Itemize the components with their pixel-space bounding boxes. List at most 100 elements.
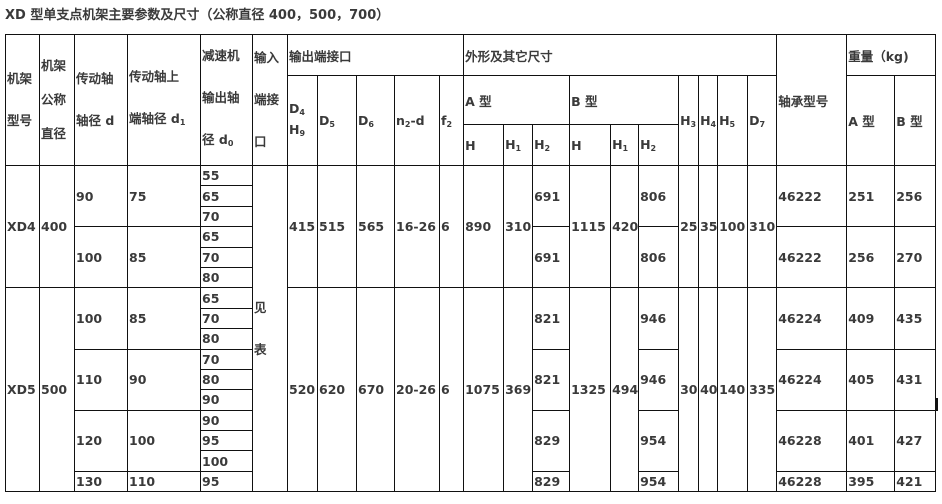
table-row: 80 [6, 368, 936, 391]
cell-weight-a: 405 [846, 348, 896, 411]
cell-d4: 520 [287, 287, 318, 493]
cell-weight-b: 435 [894, 287, 937, 350]
header-d6: D6 [356, 75, 395, 166]
cell-a_h1: 310 [503, 164, 534, 289]
cell-n2d: 16-26 [394, 164, 440, 289]
cell-a-h2: 829 [532, 409, 571, 472]
cell-n2d: 20-26 [394, 287, 440, 493]
cell-b_h: 1325 [569, 287, 612, 493]
page-title: XD 型单支点机架主要参数及尺寸（公称直径 400，500，700） [5, 8, 390, 23]
cell-reducer-d0: 80 [200, 266, 253, 289]
parameter-table: 机架 型号 机架 公称 直径 传动轴 轴径 d 传动轴上 端轴径 d1 减速机 输出轴径 d… [5, 34, 937, 493]
edge-mark [935, 398, 938, 411]
cell-input-note: 见表 [252, 164, 288, 493]
table-body: XD4 400 90 75 55 见表 415 515 565 16-26 6 890 310 691 11… [5, 164, 937, 493]
header-b-h2: H2 [638, 124, 680, 166]
cell-b_h: 1115 [569, 164, 612, 289]
cell-weight-a: 251 [846, 164, 896, 228]
cell-shaft-d1: 85 [127, 226, 201, 289]
cell-b-h2: 954 [638, 409, 680, 472]
cell-nominal-diameter: 400 [39, 164, 75, 289]
cell-weight-a: 395 [846, 470, 896, 493]
header-a-type: A 型 [463, 75, 571, 125]
cell-shaft-d1: 90 [127, 348, 201, 411]
cell-reducer-d0: 65 [200, 226, 253, 248]
header-bearing: 轴承型号 [776, 34, 848, 166]
cell-b-h2: 806 [638, 164, 680, 228]
cell-b-h2: 946 [638, 287, 680, 350]
cell-b-h2: 806 [638, 226, 680, 289]
header-input-port: 输入 端接口 [252, 34, 288, 166]
cell-reducer-d0: 70 [200, 307, 253, 330]
cell-reducer-d0: 55 [200, 164, 253, 187]
cell-a-h2: 821 [532, 348, 571, 411]
header-nominal-diameter: 机架 公称 直径 [39, 34, 75, 166]
cell-bearing: 46224 [776, 287, 848, 350]
cell-reducer-d0: 80 [200, 328, 253, 350]
cell-weight-b: 256 [894, 164, 937, 228]
header-b-type: B 型 [569, 75, 680, 125]
header-weight: 重量（kg) [846, 34, 937, 76]
cell-bearing: 46222 [776, 226, 848, 289]
cell-shaft-d: 100 [74, 287, 128, 350]
cell-weight-b: 421 [894, 470, 937, 493]
header-output-port: 输出端接口 [286, 34, 465, 76]
cell-a-h2: 829 [532, 470, 571, 493]
header-weight-a: A 型 [846, 75, 896, 166]
cell-bearing: 46228 [776, 409, 848, 472]
cell-shaft-d: 90 [74, 164, 128, 228]
cell-shaft-d1: 100 [127, 409, 201, 472]
header-d4-h9: D4 H9 [287, 75, 318, 166]
cell-reducer-d0: 70 [200, 348, 253, 370]
cell-nominal-diameter: 500 [39, 287, 75, 493]
cell-a_h: 890 [463, 164, 505, 289]
cell-shaft-d: 100 [74, 226, 128, 289]
table-row: 95 [6, 430, 936, 452]
cell-a-h2: 821 [532, 287, 571, 350]
header-f2: f2 [438, 75, 465, 166]
cell-reducer-d0: 90 [200, 409, 253, 432]
cell-d7: 335 [747, 287, 778, 493]
table-row: 120 100 90 829 954 46228 401 427 [6, 409, 937, 472]
cell-bearing: 46222 [776, 164, 848, 228]
header-h3: H3 [678, 75, 700, 166]
cell-shaft-d: 130 [74, 470, 128, 493]
cell-b-h2: 954 [638, 470, 680, 493]
cell-f2: 6 [438, 164, 465, 289]
cell-frame-model: XD4 [5, 164, 40, 289]
header-shaft-d: 传动轴 轴径 d [74, 34, 128, 166]
header-h5: H5 [717, 75, 749, 166]
header-b-h: H [569, 124, 612, 166]
cell-weight-a: 401 [846, 409, 896, 472]
cell-reducer-d0: 100 [200, 450, 253, 472]
cell-bearing: 46224 [776, 348, 848, 411]
cell-bearing: 46228 [776, 470, 848, 493]
cell-h3: 25 [678, 164, 700, 289]
cell-d7: 310 [747, 164, 778, 289]
cell-h4: 35 [698, 164, 719, 289]
cell-reducer-d0: 90 [200, 389, 253, 411]
table-row: XD4 400 90 75 55 见表 415 515 565 16-26 6 890 310 691 11… [5, 164, 937, 493]
cell-frame-model: XD5 [5, 287, 40, 493]
cell-f2: 6 [438, 287, 465, 493]
cell-shaft-d: 120 [74, 409, 128, 472]
cell-reducer-d0: 65 [200, 185, 253, 207]
cell-weight-b: 431 [894, 348, 937, 411]
cell-a_h: 1075 [463, 287, 505, 493]
header-n2-d: n2-d [394, 75, 440, 166]
cell-weight-b: 270 [894, 226, 937, 289]
cell-h5: 140 [717, 287, 749, 493]
header-a-h: H [463, 124, 505, 166]
cell-h5: 100 [717, 164, 749, 289]
header-outline-dimensions: 外形及其它尺寸 [463, 34, 778, 76]
header-h4: H4 [698, 75, 719, 166]
cell-d6: 670 [356, 287, 395, 493]
table-row: 110 90 70 821 946 46224 405 431 [6, 348, 937, 411]
table-row: 130 110 95 829 954 46228 395 421 [6, 470, 937, 493]
cell-d6: 565 [356, 164, 395, 289]
table-row: XD5 500 100 85 65 520 620 670 20-26 6 1075 369 821 13… [5, 287, 937, 493]
cell-d5: 515 [317, 164, 357, 289]
header-frame-model: 机架 型号 [5, 34, 40, 166]
cell-a-h2: 691 [532, 164, 571, 228]
header-d7: D7 [747, 75, 778, 166]
